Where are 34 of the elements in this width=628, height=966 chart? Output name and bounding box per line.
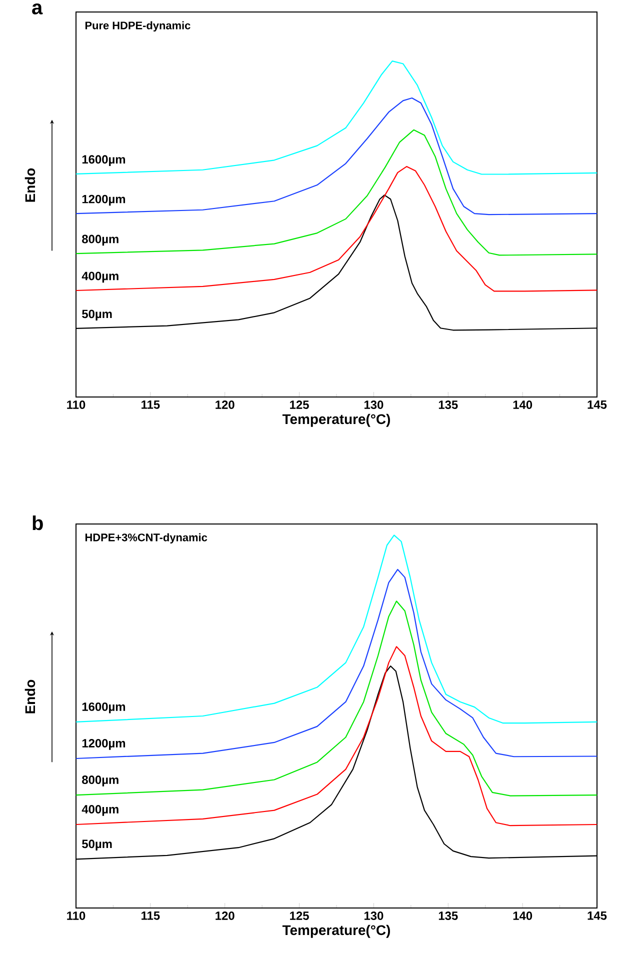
x-tick-label: 110 bbox=[67, 912, 86, 920]
series-label: 800µm bbox=[82, 776, 118, 786]
x-tick-label: 145 bbox=[588, 912, 607, 920]
x-tick-label: 130 bbox=[364, 400, 384, 410]
series-label: 400µm bbox=[82, 272, 118, 283]
series-label: 400µm bbox=[82, 805, 118, 816]
series-label: 50µm bbox=[82, 310, 112, 321]
x-tick-label: 135 bbox=[438, 912, 458, 920]
x-tick-label: 115 bbox=[142, 400, 160, 409]
x-tick-label: 130 bbox=[364, 912, 384, 920]
series-label: 1200µm bbox=[82, 194, 126, 206]
series-label: 1600µm bbox=[82, 155, 126, 166]
chart-subtitle: HDPE+3%CNT-dynamic bbox=[85, 533, 208, 544]
x-tick-label: 140 bbox=[513, 400, 532, 409]
x-tick-label: 125 bbox=[290, 400, 309, 409]
x-tick-label: 125 bbox=[290, 912, 309, 920]
x-axis-title: Temperature(°C) bbox=[282, 924, 390, 938]
x-tick-label: 135 bbox=[438, 400, 458, 410]
chart-title: a bbox=[32, 4, 43, 14]
series-label: 1600µm bbox=[82, 702, 126, 714]
x-tick-label: 120 bbox=[216, 400, 234, 409]
series-label: 1200µm bbox=[82, 739, 126, 750]
y-axis-title: Endo bbox=[24, 680, 36, 714]
chart-subtitle: Pure HDPE-dynamic bbox=[85, 21, 190, 32]
x-tick-label: 140 bbox=[513, 912, 532, 920]
x-tick-label: 110 bbox=[67, 400, 86, 409]
series-label: 50µm bbox=[82, 840, 112, 850]
x-axis-title: Temperature(°C) bbox=[282, 414, 390, 427]
y-axis-title: Endo bbox=[24, 168, 36, 202]
series-label: 800µm bbox=[82, 234, 118, 246]
x-tick-label: 145 bbox=[588, 400, 607, 409]
x-tick-label: 120 bbox=[216, 912, 234, 920]
chart-title: b bbox=[32, 516, 43, 530]
x-tick-label: 115 bbox=[142, 912, 160, 920]
